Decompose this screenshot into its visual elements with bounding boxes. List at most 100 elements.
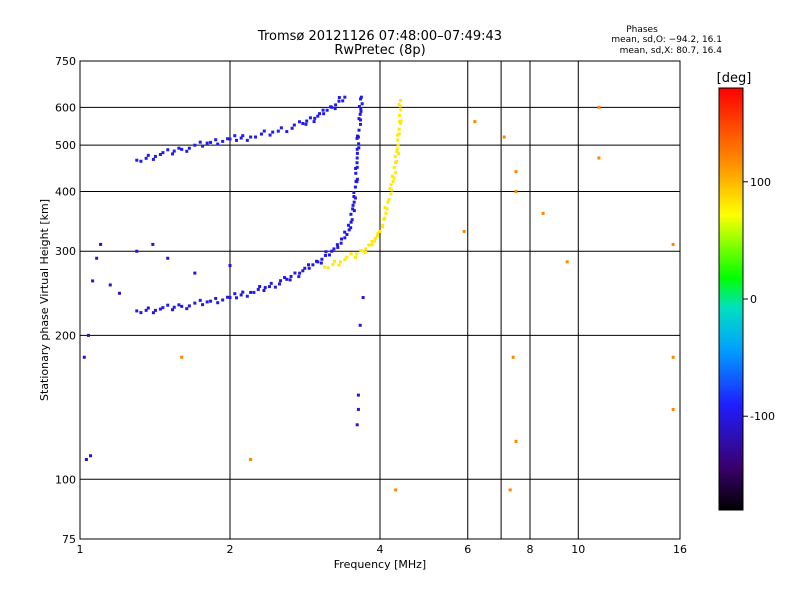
data-point — [378, 229, 382, 233]
data-point — [394, 488, 398, 492]
data-point — [336, 245, 340, 249]
y-tick-label: 500 — [55, 139, 76, 152]
data-point — [326, 266, 330, 270]
data-point — [324, 250, 328, 254]
data-point — [333, 107, 337, 111]
data-point — [262, 129, 266, 133]
y-tick-label: 600 — [55, 101, 76, 114]
data-point — [158, 307, 162, 311]
data-points — [82, 95, 675, 492]
data-point — [355, 161, 359, 165]
data-point — [135, 249, 139, 253]
data-point — [347, 228, 351, 232]
data-point — [325, 108, 329, 112]
data-point — [341, 99, 345, 103]
y-tick-label: 75 — [62, 533, 76, 546]
data-point — [358, 112, 362, 116]
data-point — [332, 259, 336, 263]
data-point — [337, 263, 341, 267]
x-tick-label: 10 — [571, 543, 585, 556]
data-point — [301, 122, 305, 126]
data-point — [396, 133, 400, 137]
plot-frame — [79, 60, 681, 540]
data-point — [234, 296, 238, 300]
data-point — [322, 112, 326, 116]
data-point — [367, 243, 371, 247]
data-point — [298, 120, 302, 124]
data-point — [193, 271, 197, 275]
data-point — [370, 243, 374, 247]
data-point — [267, 285, 271, 289]
data-point — [245, 138, 249, 142]
x-tick-label: 2 — [227, 543, 234, 556]
data-point — [355, 165, 359, 169]
data-point — [343, 236, 347, 240]
data-point — [151, 157, 155, 161]
data-point — [249, 290, 253, 294]
y-tick-label: 300 — [55, 245, 76, 258]
data-point — [290, 126, 294, 130]
stats-heading: Phases — [626, 25, 658, 35]
data-point — [209, 140, 213, 144]
data-point — [350, 218, 354, 222]
colorbar-tick-label: -100 — [750, 410, 775, 423]
data-point — [395, 147, 399, 151]
data-point — [349, 252, 353, 256]
data-point — [239, 136, 243, 140]
data-point — [353, 185, 357, 189]
data-point — [355, 136, 359, 140]
data-point — [359, 109, 363, 113]
data-point — [352, 209, 356, 213]
data-point — [361, 249, 365, 253]
chart-title: Tromsø 20121126 07:48:00–07:49:43 — [257, 29, 502, 44]
data-point — [283, 276, 287, 280]
data-point — [384, 211, 388, 215]
data-point — [201, 144, 205, 148]
data-point — [209, 299, 213, 303]
data-point — [298, 271, 302, 275]
data-point — [332, 247, 336, 251]
data-point — [358, 118, 362, 122]
data-point — [502, 135, 506, 139]
data-point — [318, 112, 322, 116]
data-point — [511, 355, 515, 359]
data-point — [233, 292, 237, 296]
data-point — [364, 247, 368, 251]
data-point — [394, 171, 398, 175]
data-point — [221, 139, 225, 143]
data-point — [151, 242, 155, 246]
x-tick-label: 8 — [527, 543, 534, 556]
data-point — [321, 108, 325, 112]
data-point — [253, 135, 257, 139]
data-point — [99, 242, 103, 246]
data-point — [382, 217, 386, 221]
data-point — [388, 186, 392, 190]
data-point — [319, 261, 323, 265]
data-point — [355, 151, 359, 155]
data-point — [343, 258, 347, 262]
data-point — [84, 457, 88, 461]
data-point — [161, 306, 165, 310]
data-point — [279, 126, 283, 130]
data-point — [187, 146, 191, 150]
data-point — [151, 311, 155, 315]
data-point — [89, 454, 93, 458]
data-point — [171, 308, 175, 312]
data-point — [158, 153, 162, 157]
data-point — [355, 252, 359, 256]
data-point — [177, 146, 181, 150]
data-point — [201, 303, 205, 307]
data-point — [343, 95, 347, 99]
data-point — [397, 152, 401, 156]
y-tick-label: 750 — [55, 55, 76, 68]
data-point — [308, 116, 312, 120]
data-point — [316, 114, 320, 118]
data-point — [241, 134, 245, 138]
data-point — [187, 304, 191, 308]
data-point — [359, 107, 363, 111]
x-tick-label: 6 — [464, 543, 471, 556]
data-point — [396, 138, 400, 142]
data-point — [214, 296, 218, 300]
data-point — [671, 407, 675, 411]
